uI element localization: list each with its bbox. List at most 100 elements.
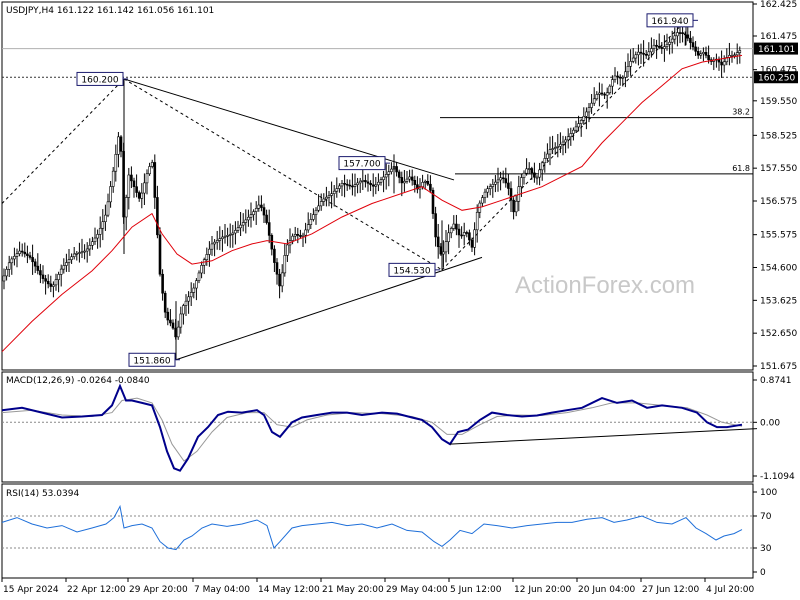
candle-body (267, 222, 271, 236)
candle-body (644, 54, 648, 56)
candle-body (345, 183, 349, 186)
rsi-line (1, 504, 743, 551)
candle-body (582, 116, 586, 121)
fib-label: 38.2 (732, 108, 750, 117)
candle-body (101, 221, 105, 229)
macd-main-line (1, 383, 743, 472)
candle-body (650, 48, 653, 53)
candle-body (260, 204, 263, 208)
candle-body (135, 186, 138, 193)
candle-body (631, 57, 635, 62)
candle-body (317, 205, 320, 211)
x-axis-label: 29 May 04:00 (386, 585, 448, 595)
candle-body (104, 214, 107, 223)
candle-body (676, 32, 679, 37)
candle-body (254, 208, 258, 212)
candle-body (5, 269, 8, 277)
candle-body (270, 235, 274, 250)
current-price-tag (754, 42, 798, 55)
candle-body (405, 178, 409, 182)
candle-body (351, 185, 354, 188)
fib-label: 61.8 (732, 164, 750, 173)
candle-body (91, 241, 94, 246)
candle-body (548, 149, 552, 155)
candle-body (507, 182, 510, 189)
x-axis-label: 12 Jun 20:00 (514, 585, 571, 595)
candle-body (335, 188, 339, 192)
x-axis-label: 5 Jun 12:00 (450, 585, 502, 595)
candle-body (23, 251, 27, 255)
candle-body (322, 198, 326, 202)
candle-body (197, 272, 201, 281)
candle-body (117, 136, 120, 155)
candle-body (421, 182, 424, 187)
candle-body (20, 250, 24, 253)
candle-body (273, 248, 276, 263)
candle-body (491, 184, 495, 187)
candle-body (436, 236, 440, 248)
price-axis-label: 159.550 (760, 97, 797, 107)
candle-body (309, 219, 313, 225)
candle-body (590, 102, 593, 108)
candle-body (501, 177, 505, 180)
candle-body (657, 46, 661, 48)
candle-body (319, 201, 323, 207)
candle-body (569, 133, 573, 138)
candle-body (33, 261, 37, 267)
candle-body (132, 180, 136, 187)
candle-body (639, 51, 643, 54)
candle-body (452, 223, 456, 229)
projection-line (1, 78, 125, 204)
macd-header: MACD(12,26,9) -0.0264 -0.0840 (6, 376, 150, 386)
trendline (123, 78, 455, 181)
candle-body (647, 51, 651, 56)
candle-body (556, 146, 560, 148)
rsi-axis-label: 70 (760, 512, 772, 522)
candle-body (252, 211, 255, 215)
candle-body (642, 52, 645, 55)
candle-body (559, 143, 562, 147)
candle-body (540, 162, 544, 171)
candle-body (54, 279, 58, 286)
candle-body (509, 188, 513, 201)
candle-body (387, 171, 391, 175)
candle-body (587, 107, 591, 113)
candle-body (65, 262, 68, 266)
candle-body (179, 313, 183, 328)
candle-body (598, 92, 601, 95)
candle-body (18, 250, 21, 254)
candle-body (356, 182, 359, 185)
candle-body (62, 265, 66, 270)
candle-body (244, 219, 248, 223)
candle-body (262, 207, 266, 216)
candle-body (286, 244, 289, 256)
price-axis-label: 156.575 (760, 197, 797, 207)
candle-body (145, 173, 149, 184)
candle-body (384, 174, 388, 178)
candle-body (527, 168, 531, 170)
candle-body (223, 235, 227, 238)
candle-body (293, 234, 297, 237)
candle-body (13, 256, 16, 260)
candle-body (52, 284, 55, 287)
candle-body (257, 204, 261, 209)
candle-body (109, 186, 112, 203)
candle-body (312, 214, 315, 220)
candle-body (283, 255, 287, 274)
candle-body (668, 41, 671, 45)
price-annotation-label: 154.530 (393, 266, 430, 276)
candle-body (408, 176, 411, 180)
candle-body (499, 177, 502, 181)
macd-axis-label: -1.1094 (760, 472, 795, 482)
candle-body (78, 252, 81, 254)
candle-body (205, 254, 209, 260)
rsi-header: RSI(14) 53.0394 (6, 489, 79, 499)
candle-body (215, 240, 219, 243)
x-axis-label: 14 May 12:00 (258, 585, 320, 595)
candle-body (579, 120, 583, 124)
candle-body (301, 234, 305, 237)
candle-body (114, 154, 118, 172)
candle-body (551, 148, 554, 150)
candle-body (663, 46, 666, 49)
candle-body (626, 65, 630, 73)
